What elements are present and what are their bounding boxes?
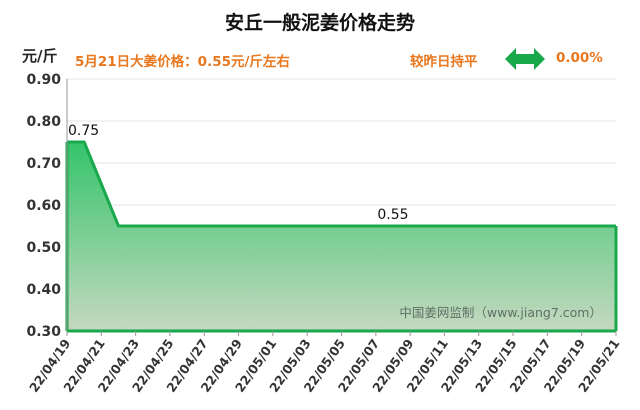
y-tick-label: 0.70 — [26, 156, 61, 172]
y-tick-label: 0.30 — [26, 324, 61, 340]
y-tick-label: 0.60 — [26, 198, 61, 214]
chart-title: 安丘一般泥姜价格走势 — [224, 12, 415, 34]
change-value: 0.00% — [556, 50, 603, 66]
double-arrow-icon — [505, 48, 545, 70]
unit-label: 元/斤 — [22, 47, 58, 65]
y-tick-label: 0.80 — [26, 114, 61, 130]
y-tick-label: 0.50 — [26, 240, 61, 256]
y-tick-label: 0.40 — [26, 282, 61, 298]
price-note: 5月21日大姜价格：0.55元/斤左右 — [75, 54, 290, 70]
area-fill — [67, 142, 616, 331]
change-label: 较昨日持平 — [410, 54, 478, 70]
watermark: 中国姜网监制（www.jiang7.com） — [399, 305, 602, 320]
series-line — [67, 140, 616, 228]
data-label: 0.55 — [377, 207, 408, 223]
y-tick-label: 0.90 — [26, 72, 61, 88]
data-label: 0.75 — [68, 123, 99, 139]
